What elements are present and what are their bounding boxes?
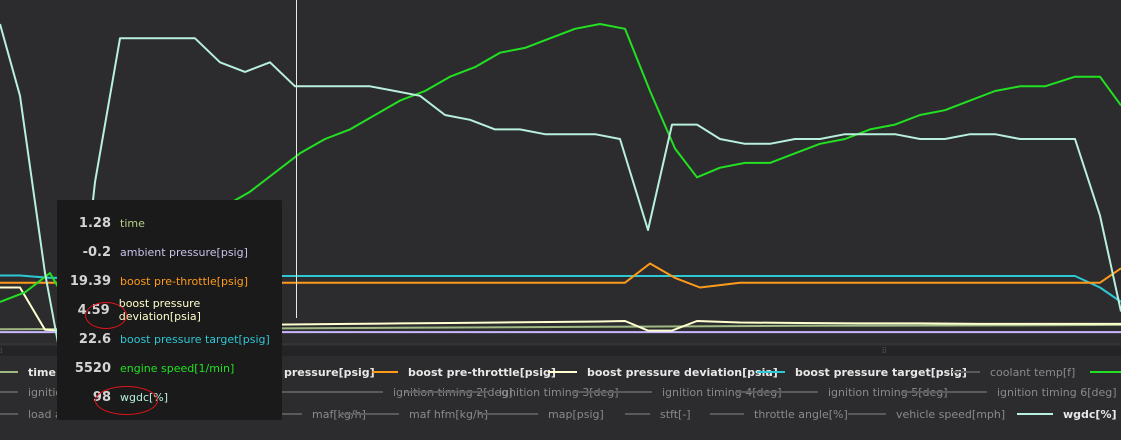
legend-item[interactable]: boost pressure target[psig] — [757, 364, 967, 380]
legend-swatch — [710, 413, 744, 415]
legend-swatch — [0, 371, 18, 373]
tooltip-label: ambient pressure[psig] — [120, 245, 248, 259]
tooltip-value: 19.39 — [69, 273, 111, 289]
series-line-wgdc- — [0, 23, 1121, 345]
tooltip-label: engine speed[1/min] — [120, 361, 235, 375]
legend-item[interactable]: wgdc[%] — [1017, 406, 1117, 422]
legend-swatch — [952, 371, 980, 373]
legend-item[interactable]: vehicle speed[mph] — [848, 406, 1005, 422]
legend-label: throttle angle[%] — [754, 407, 848, 421]
legend-swatch — [1017, 413, 1053, 415]
legend-swatch — [479, 413, 538, 415]
legend-label: boost pre-throttle[psig] — [408, 365, 556, 379]
legend-swatch — [0, 413, 18, 415]
legend-item[interactable]: pressure[psig] — [284, 364, 375, 380]
tooltip-row: 22.6 boost pressure target[psig] — [57, 329, 282, 349]
hover-tooltip: 1.28 time -0.2 ambient pressure[psig] 19.39 b… — [57, 200, 282, 420]
legend-label: map[psig] — [548, 407, 604, 421]
legend-item[interactable]: coolant temp[f] — [952, 364, 1075, 380]
legend-swatch — [572, 391, 652, 393]
legend-label: ignition timing 4[deg] — [662, 385, 782, 399]
legend-item[interactable]: boost pressure deviation[psia] — [549, 364, 778, 380]
legend-label: pressure[psig] — [284, 365, 375, 379]
legend-swatch — [1090, 371, 1121, 373]
tooltip-label: boost pre-throttle[psig] — [120, 274, 249, 288]
scrollbar-grip-icon[interactable]: ⁞⁞ — [882, 346, 887, 355]
legend-item[interactable]: stft[-] — [625, 406, 691, 422]
legend-label: wgdc[%] — [1063, 407, 1117, 421]
legend-swatch — [405, 391, 489, 393]
legend-label: maf[kg/h] — [312, 408, 366, 421]
legend-item[interactable]: map[psig] — [479, 406, 604, 422]
tooltip-value: 4.59 — [77, 302, 110, 318]
tooltip-value: 1.28 — [78, 215, 111, 231]
legend-label: maf hfm[kg/h] — [409, 407, 488, 421]
tooltip-value: -0.2 — [82, 244, 111, 260]
tooltip-label: boost pressure target[psig] — [120, 332, 270, 346]
legend-label: ignition timing 6[deg] — [997, 385, 1117, 399]
horizontal-scrollbar[interactable]: ⁞ ⁞⁞ — [0, 346, 1121, 356]
scrollbar-left-grip-icon[interactable]: ⁞ — [0, 346, 3, 355]
legend-item[interactable]: ignition timing 3[deg] — [405, 384, 619, 400]
legend-swatch — [372, 371, 398, 373]
tooltip-value: 98 — [92, 389, 111, 405]
legend-swatch — [339, 413, 399, 415]
legend-label: ignition timing 5[deg] — [828, 385, 948, 399]
legend-swatch — [757, 371, 785, 373]
legend-label: vehicle speed[mph] — [896, 407, 1006, 421]
tooltip-value: 5520 — [74, 360, 111, 376]
legend-item[interactable]: boost pre-throttle[psig] — [372, 364, 556, 380]
tooltip-value: 22.6 — [78, 331, 111, 347]
legend-item[interactable]: ignition timing 4[deg] — [572, 384, 782, 400]
tooltip-label: boost pressure deviation[psia] — [118, 297, 201, 323]
tooltip-label: time — [120, 216, 145, 230]
tooltip-row: -0.2 ambient pressure[psig] — [57, 242, 282, 262]
legend-label: boost pressure target[psig] — [795, 365, 967, 379]
legend-swatch — [848, 413, 886, 415]
legend-swatch — [549, 371, 577, 373]
legend-item[interactable]: time — [0, 364, 56, 380]
legend-item[interactable]: ignition timing 5[deg] — [737, 384, 948, 400]
tooltip-label: wgdc[%] — [120, 390, 169, 404]
legend-label: coolant temp[f] — [990, 365, 1076, 379]
tooltip-row: 1.28 time — [57, 213, 282, 233]
legend-swatch — [236, 391, 383, 393]
legend-label: boost pressure deviation[psia] — [587, 365, 778, 379]
tooltip-row: 19.39 boost pre-throttle[psig] — [57, 271, 282, 291]
legend-label: stft[-] — [660, 407, 691, 421]
legend-item[interactable] — [1090, 364, 1121, 380]
legend-item[interactable]: throttle angle[%] — [710, 406, 848, 422]
legend-swatch — [625, 413, 650, 415]
tooltip-row: 98 wgdc[%] — [57, 387, 282, 407]
legend-swatch — [0, 391, 18, 393]
legend-item[interactable]: maf hfm[kg/h] — [339, 406, 488, 422]
legend-swatch — [903, 391, 987, 393]
legend-label: ignition timing 3[deg] — [499, 385, 619, 399]
legend-label: time — [28, 365, 56, 379]
legend-swatch — [737, 391, 818, 393]
tooltip-row: 4.59 boost pressure deviation[psia] — [57, 297, 282, 323]
legend-item[interactable]: ignition timing 6[deg] — [903, 384, 1117, 400]
tooltip-row: 5520 engine speed[1/min] — [57, 358, 282, 378]
